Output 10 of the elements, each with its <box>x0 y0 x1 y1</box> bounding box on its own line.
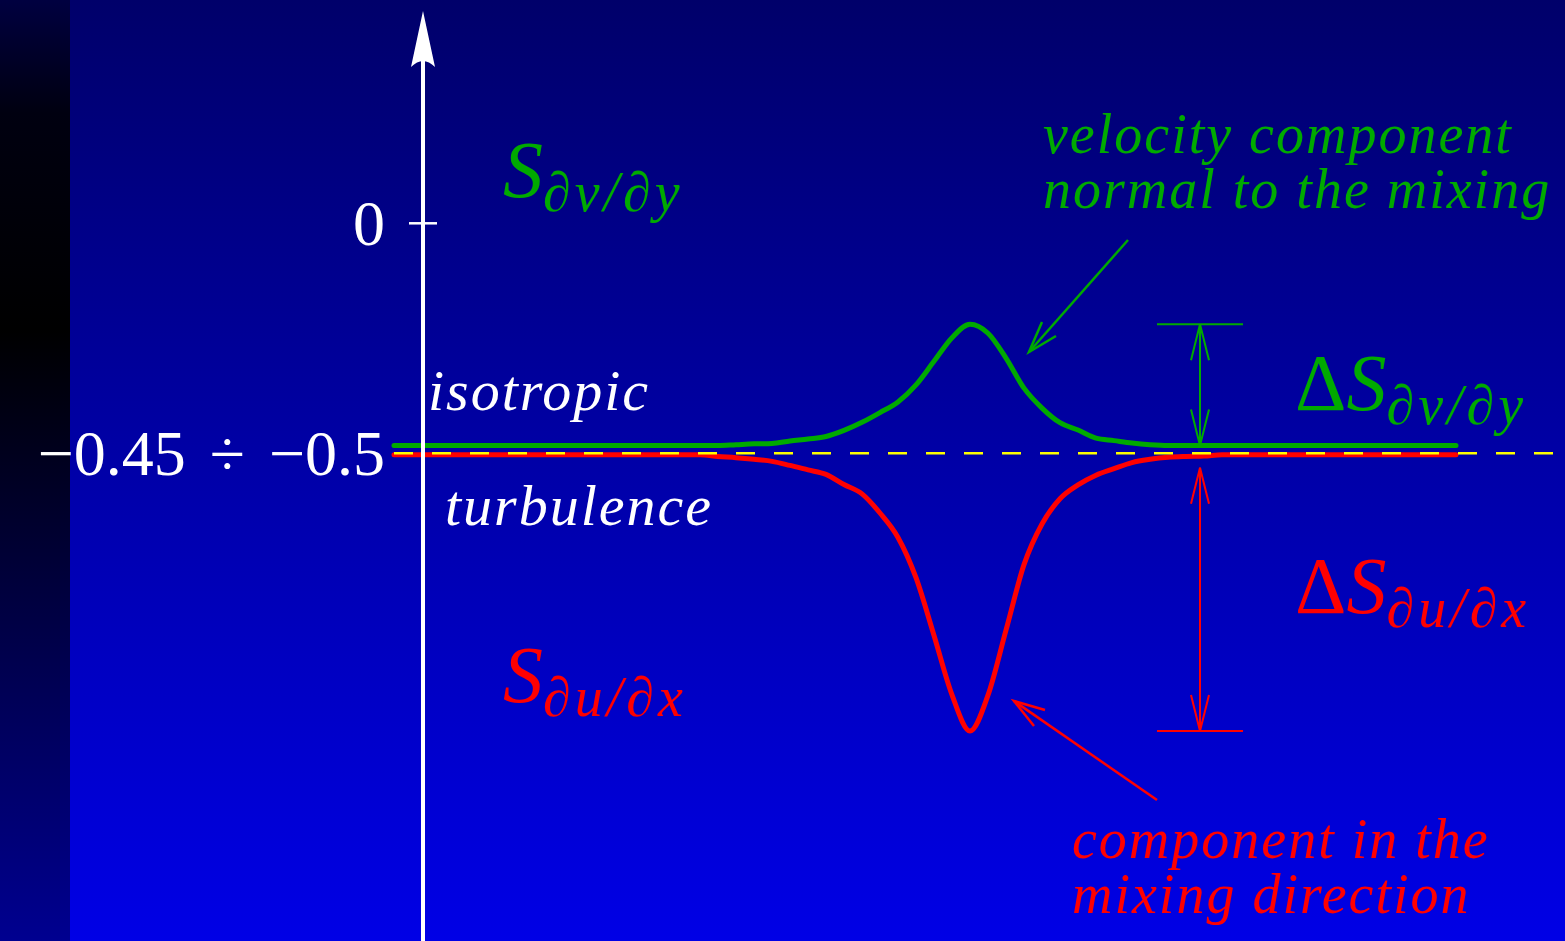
annotation: ΔS$_{∂v/∂y}$ <box>1295 339 1528 437</box>
text: velocity component normal to the mixing <box>1043 103 1552 220</box>
ref-line-label: −0.45 ÷ −0.5 <box>37 417 385 489</box>
annotation: isotropic <box>428 358 651 423</box>
text: 0 <box>353 188 385 260</box>
text: S$_{∂u/∂x}$ <box>503 631 687 729</box>
annotation: ΔS$_{∂u/∂x}$ <box>1295 542 1531 640</box>
annotation: turbulence <box>445 473 714 538</box>
text: component in the mixing direction <box>1072 808 1490 925</box>
text: S$_{∂v/∂y}$ <box>503 126 684 224</box>
